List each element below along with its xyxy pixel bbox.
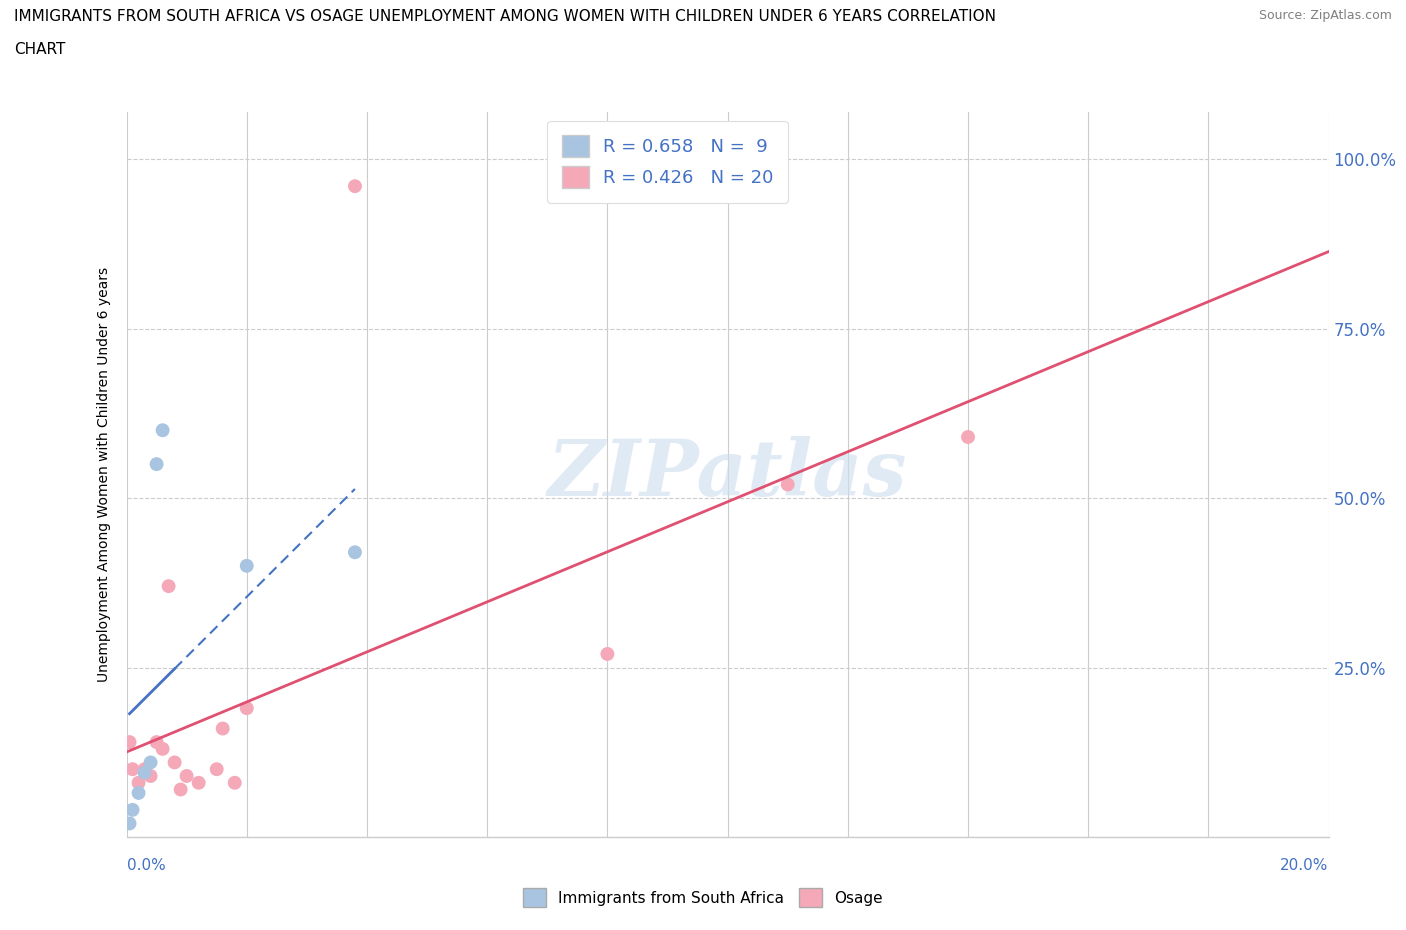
Y-axis label: Unemployment Among Women with Children Under 6 years: Unemployment Among Women with Children U… (97, 267, 111, 682)
Point (776, 477, 799, 492)
Point (145, 735, 167, 750)
Text: IMMIGRANTS FROM SOUTH AFRICA VS OSAGE UNEMPLOYMENT AMONG WOMEN WITH CHILDREN UND: IMMIGRANTS FROM SOUTH AFRICA VS OSAGE UN… (14, 9, 995, 24)
Point (596, 646, 619, 661)
Point (139, 768, 162, 783)
Point (224, 776, 246, 790)
Text: 0.0%: 0.0% (127, 857, 166, 872)
Text: ZIPatlas: ZIPatlas (548, 436, 907, 512)
Point (139, 755, 162, 770)
Point (235, 700, 259, 715)
Point (128, 786, 150, 801)
Legend: R = 0.658   N =  9, R = 0.426   N = 20: R = 0.658 N = 9, R = 0.426 N = 20 (547, 121, 787, 203)
Point (118, 735, 141, 750)
Legend: Immigrants from South Africa, Osage: Immigrants from South Africa, Osage (517, 883, 889, 913)
Text: Source: ZipAtlas.com: Source: ZipAtlas.com (1258, 9, 1392, 22)
Point (343, 545, 366, 560)
Point (163, 755, 186, 770)
Point (211, 721, 233, 736)
Point (152, 741, 174, 756)
Point (205, 762, 228, 777)
Point (343, 179, 366, 193)
Point (176, 768, 198, 783)
Point (157, 578, 180, 593)
Text: CHART: CHART (14, 42, 66, 57)
Text: 20.0%: 20.0% (1281, 857, 1329, 872)
Point (152, 423, 174, 438)
Point (118, 816, 141, 830)
Point (128, 776, 150, 790)
Point (134, 762, 156, 777)
Point (145, 457, 167, 472)
Point (169, 782, 191, 797)
Point (134, 765, 156, 780)
Point (121, 762, 143, 777)
Point (121, 803, 143, 817)
Point (956, 430, 979, 445)
Point (235, 558, 259, 573)
Point (187, 776, 209, 790)
